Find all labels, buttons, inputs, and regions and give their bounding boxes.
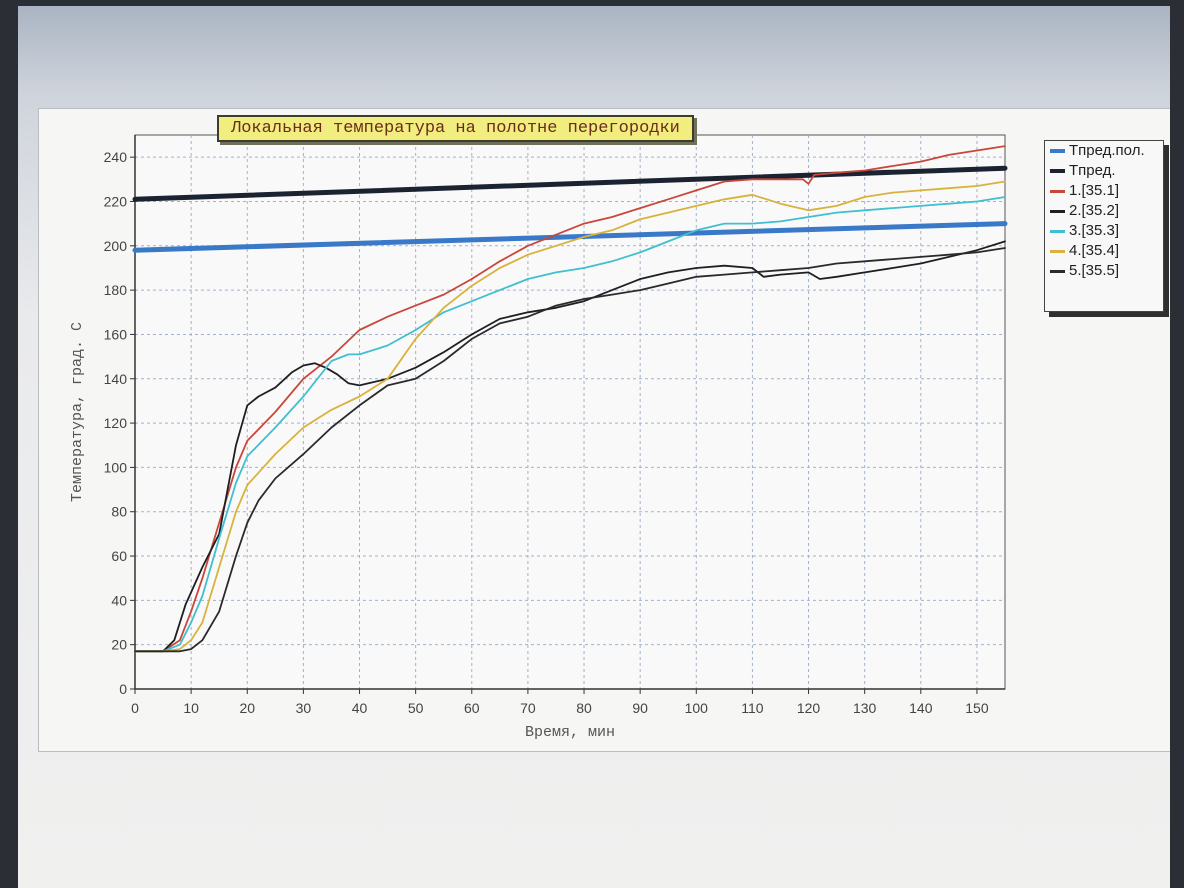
- legend-swatch: [1050, 230, 1065, 233]
- y-tick-label: 0: [119, 681, 127, 697]
- x-tick-label: 70: [520, 700, 536, 716]
- x-tick-label: 30: [296, 700, 312, 716]
- monitor-screen: 0 10 20 30 40 50 60 70 80 90 100 110 120 130 140 150 0 20…: [18, 6, 1170, 888]
- series-line-6: [134, 180, 1006, 653]
- legend-item: 3.[35.3]: [1045, 221, 1163, 241]
- chart-panel: 0 10 20 30 40 50 60 70 80 90 100 110 120 130 140 150 0 20…: [38, 108, 1170, 752]
- y-axis-label: Температура, град. С: [69, 322, 86, 502]
- y-tick-label: 80: [111, 504, 127, 520]
- x-tick-label: 0: [131, 700, 139, 716]
- x-tick-label: 10: [183, 700, 199, 716]
- series-line-3: [134, 145, 1006, 653]
- series-line-5: [134, 196, 1006, 653]
- legend-swatch: [1050, 149, 1065, 153]
- legend-label: 3.[35.3]: [1069, 222, 1120, 239]
- legend-label: Tпред.пол.: [1069, 142, 1145, 159]
- legend-label: 1.[35.1]: [1069, 182, 1120, 199]
- legend-item: 4.[35.4]: [1045, 241, 1163, 261]
- x-tick-label: 110: [741, 700, 764, 716]
- series-line-2: [132, 165, 1008, 202]
- series-line-4: [134, 240, 1006, 653]
- x-axis-label: Время, мин: [525, 724, 615, 741]
- legend-item: Tпред.пол.: [1045, 141, 1163, 161]
- x-tick-label: 60: [464, 700, 480, 716]
- x-tick-label: 90: [632, 700, 648, 716]
- y-tick-label: 160: [104, 326, 128, 342]
- chart-legend: Tпред.пол. Tпред. 1.[35.1] 2.[35.2] 3.[35.3]…: [1044, 140, 1164, 312]
- legend-item: 2.[35.2]: [1045, 201, 1163, 221]
- series-line-7: [134, 247, 1006, 653]
- legend-item: Tпред.: [1045, 161, 1163, 181]
- y-tick-label: 40: [111, 592, 127, 608]
- plot-area: [134, 134, 1006, 690]
- legend-swatch: [1050, 250, 1065, 253]
- legend-swatch: [1050, 169, 1065, 173]
- x-tick-label: 100: [685, 700, 709, 716]
- x-tick-label: 150: [965, 700, 989, 716]
- series-line-1: [132, 221, 1008, 253]
- y-tick-label: 140: [104, 371, 128, 387]
- y-tick-label: 100: [104, 459, 128, 475]
- y-tick-label: 180: [104, 282, 128, 298]
- chart-title: Локальная температура на полотне перегор…: [217, 115, 694, 142]
- y-tick-label: 240: [104, 149, 128, 165]
- y-tick-label: 220: [104, 193, 128, 209]
- x-tick-label: 50: [408, 700, 424, 716]
- x-tick-label: 140: [909, 700, 933, 716]
- temperature-chart: 0 10 20 30 40 50 60 70 80 90 100 110 120 130 140 150 0 20…: [69, 134, 1008, 741]
- legend-label: Tпред.: [1069, 162, 1116, 179]
- legend-label: 4.[35.4]: [1069, 242, 1120, 259]
- legend-label: 2.[35.2]: [1069, 202, 1120, 219]
- x-tick-label: 120: [797, 700, 821, 716]
- x-tick-label: 130: [853, 700, 877, 716]
- x-tick-label: 20: [239, 700, 255, 716]
- x-tick-label: 40: [352, 700, 368, 716]
- legend-label: 5.[35.5]: [1069, 262, 1120, 279]
- y-tick-label: 120: [104, 415, 128, 431]
- y-tick-label: 200: [104, 238, 128, 254]
- legend-swatch: [1050, 210, 1065, 213]
- legend-swatch: [1050, 270, 1065, 273]
- y-tick-label: 20: [111, 637, 127, 653]
- legend-swatch: [1050, 190, 1065, 193]
- x-tick-label: 80: [576, 700, 592, 716]
- y-tick-label: 60: [111, 548, 127, 564]
- legend-item: 1.[35.1]: [1045, 181, 1163, 201]
- legend-item: 5.[35.5]: [1045, 261, 1163, 281]
